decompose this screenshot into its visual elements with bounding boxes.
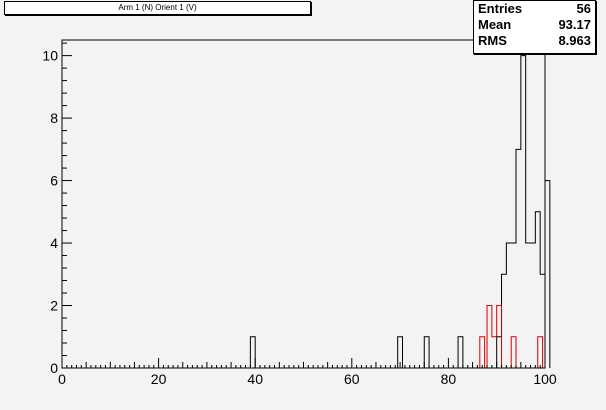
histogram-series-2 — [479, 305, 544, 368]
stats-value: 56 — [576, 1, 591, 16]
stats-label: Entries — [478, 1, 523, 16]
chart-title: Arm 1 (N) Orient 1 (V) — [4, 1, 311, 15]
x-tick-label: 40 — [247, 371, 263, 387]
stats-box: Entries 56 Mean 93.17 RMS 8.963 — [473, 0, 596, 54]
x-tick-label: 60 — [344, 371, 360, 387]
x-tick-label: 80 — [441, 371, 457, 387]
y-tick-label: 4 — [50, 235, 58, 251]
histogram-series-1 — [249, 55, 551, 368]
x-tick-label: 0 — [58, 371, 66, 387]
stats-value: 8.963 — [558, 33, 591, 48]
stats-value: 93.17 — [558, 17, 591, 32]
stats-row-mean: Mean 93.17 — [474, 17, 595, 33]
x-tick-label: 20 — [151, 371, 167, 387]
stats-label: Mean — [478, 17, 512, 32]
y-tick-label: 0 — [50, 360, 58, 376]
plot-frame — [61, 39, 546, 369]
y-tick-label: 8 — [50, 110, 58, 126]
y-tick-label: 2 — [50, 298, 58, 314]
y-tick-label: 6 — [50, 173, 58, 189]
x-tick-label: 100 — [533, 371, 557, 387]
stats-label: RMS — [478, 33, 507, 48]
stats-row-entries: Entries 56 — [474, 1, 595, 17]
stats-row-rms: RMS 8.963 — [474, 33, 595, 49]
y-tick-label: 10 — [42, 48, 58, 64]
